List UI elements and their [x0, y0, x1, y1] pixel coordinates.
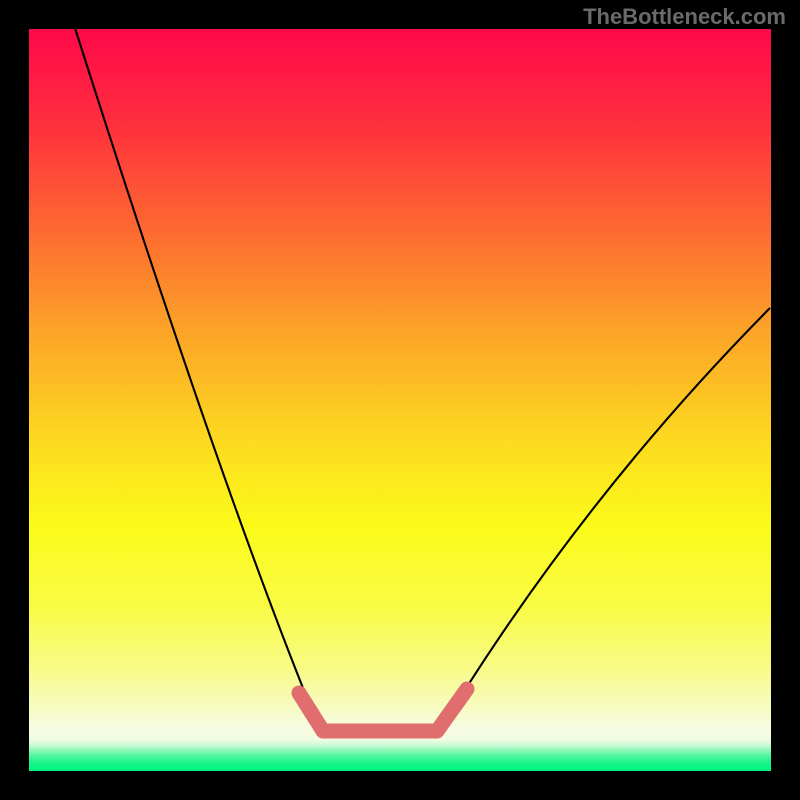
- bottleneck-chart: [0, 0, 800, 800]
- gradient-background: [29, 29, 771, 771]
- watermark-text: TheBottleneck.com: [583, 4, 786, 30]
